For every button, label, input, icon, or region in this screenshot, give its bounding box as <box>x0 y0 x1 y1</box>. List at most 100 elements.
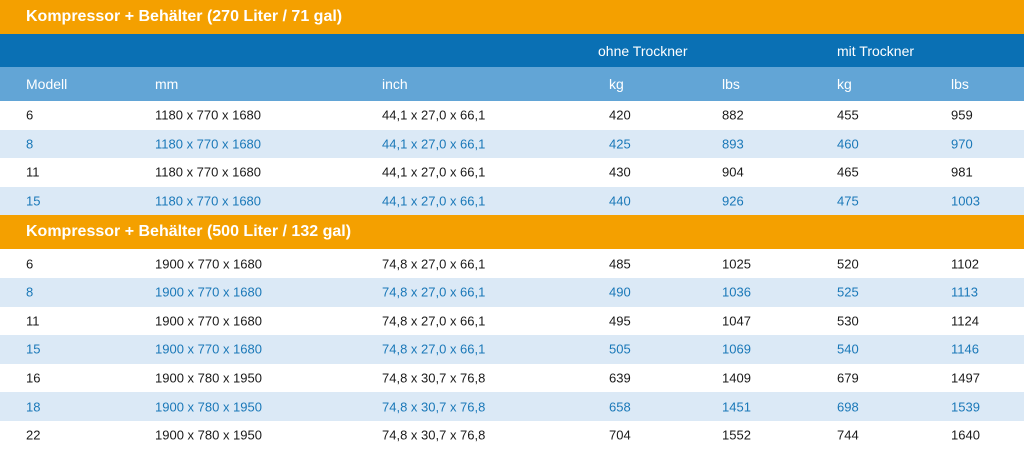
mm-cell: 1180 x 770 x 1680 <box>155 164 262 180</box>
table-row: 15 1900 x 770 x 1680 74,8 x 27,0 x 66,1 505… <box>0 335 1024 364</box>
inch-cell: 44,1 x 27,0 x 66,1 <box>382 164 486 180</box>
lbs-ohne-cell: 1552 <box>722 427 751 443</box>
inch-cell: 74,8 x 27,0 x 66,1 <box>382 313 486 329</box>
inch-cell: 74,8 x 27,0 x 66,1 <box>382 341 486 357</box>
section-270-rows: 6 1180 x 770 x 1680 44,1 x 27,0 x 66,1 420 8… <box>0 101 1024 216</box>
modell-cell: 18 <box>26 399 41 415</box>
mm-cell: 1900 x 770 x 1680 <box>155 284 262 300</box>
inch-cell: 74,8 x 30,7 x 76,8 <box>382 399 486 415</box>
kg-ohne-cell: 490 <box>609 284 631 300</box>
kg-ohne-cell: 420 <box>609 107 631 123</box>
inch-cell: 74,8 x 27,0 x 66,1 <box>382 256 486 272</box>
modell-cell: 6 <box>26 256 34 272</box>
kg-mit-cell: 475 <box>837 193 859 209</box>
kg-mit-cell: 455 <box>837 107 859 123</box>
kg-mit-cell: 525 <box>837 284 859 300</box>
modell-cell: 11 <box>26 313 40 329</box>
modell-cell: 22 <box>26 427 41 443</box>
column-header-kg-ohne: kg <box>609 76 624 92</box>
table-row: 11 1180 x 770 x 1680 44,1 x 27,0 x 66,1 430… <box>0 158 1024 187</box>
column-header-kg-mit: kg <box>837 76 852 92</box>
lbs-ohne-cell: 1036 <box>722 284 751 300</box>
table-row: 8 1900 x 770 x 1680 74,8 x 27,0 x 66,1 490 1… <box>0 277 1024 307</box>
mm-cell: 1900 x 770 x 1680 <box>155 341 262 357</box>
table-row: 11 1900 x 770 x 1680 74,8 x 27,0 x 66,1 495… <box>0 307 1024 336</box>
mm-cell: 1900 x 780 x 1950 <box>155 427 262 443</box>
lbs-mit-cell: 1497 <box>951 370 980 386</box>
lbs-mit-cell: 1124 <box>951 313 979 329</box>
inch-cell: 74,8 x 30,7 x 76,8 <box>382 427 486 443</box>
kg-ohne-cell: 658 <box>609 399 631 415</box>
modell-cell: 16 <box>26 370 41 386</box>
kg-ohne-cell: 430 <box>609 164 631 180</box>
column-header-lbs-ohne: lbs <box>722 76 740 92</box>
inch-cell: 44,1 x 27,0 x 66,1 <box>382 136 486 152</box>
lbs-mit-cell: 959 <box>951 107 973 123</box>
modell-cell: 8 <box>26 284 34 300</box>
lbs-ohne-cell: 1069 <box>722 341 751 357</box>
mm-cell: 1900 x 770 x 1680 <box>155 313 262 329</box>
section-title-500: Kompressor + Behälter (500 Liter / 132 g… <box>0 215 1024 250</box>
section-500-rows: 6 1900 x 770 x 1680 74,8 x 27,0 x 66,1 485 1… <box>0 249 1024 449</box>
kg-ohne-cell: 485 <box>609 256 631 272</box>
kg-ohne-cell: 639 <box>609 370 631 386</box>
inch-cell: 74,8 x 27,0 x 66,1 <box>382 284 486 300</box>
lbs-mit-cell: 1539 <box>951 399 980 415</box>
kg-ohne-cell: 704 <box>609 427 631 443</box>
lbs-mit-cell: 981 <box>951 164 973 180</box>
kg-ohne-cell: 505 <box>609 341 631 357</box>
mm-cell: 1180 x 770 x 1680 <box>155 193 262 209</box>
mm-cell: 1180 x 770 x 1680 <box>155 107 262 123</box>
kg-mit-cell: 520 <box>837 256 859 272</box>
lbs-ohne-cell: 1047 <box>722 313 751 329</box>
modell-cell: 8 <box>26 136 34 152</box>
table-row: 18 1900 x 780 x 1950 74,8 x 30,7 x 76,8 658… <box>0 392 1024 421</box>
table-row: 6 1180 x 770 x 1680 44,1 x 27,0 x 66,1 420 8… <box>0 101 1024 130</box>
kg-mit-cell: 540 <box>837 341 859 357</box>
mm-cell: 1180 x 770 x 1680 <box>155 136 262 152</box>
table-row: 22 1900 x 780 x 1950 74,8 x 30,7 x 76,8 704… <box>0 421 1024 450</box>
inch-cell: 44,1 x 27,0 x 66,1 <box>382 193 486 209</box>
modell-cell: 15 <box>26 193 41 209</box>
mm-cell: 1900 x 770 x 1680 <box>155 256 262 272</box>
kg-ohne-cell: 440 <box>609 193 631 209</box>
kg-mit-cell: 530 <box>837 313 859 329</box>
lbs-ohne-cell: 904 <box>722 164 744 180</box>
lbs-ohne-cell: 893 <box>722 136 744 152</box>
modell-cell: 15 <box>26 341 41 357</box>
group-header-row: ohne Trockner mit Trockner <box>0 34 1024 67</box>
table-row: 16 1900 x 780 x 1950 74,8 x 30,7 x 76,8 639… <box>0 364 1024 393</box>
kg-mit-cell: 465 <box>837 164 859 180</box>
kg-mit-cell: 460 <box>837 136 859 152</box>
mm-cell: 1900 x 780 x 1950 <box>155 370 262 386</box>
table-row: 6 1900 x 770 x 1680 74,8 x 27,0 x 66,1 485 1… <box>0 249 1024 278</box>
modell-cell: 6 <box>26 107 34 123</box>
mm-cell: 1900 x 780 x 1950 <box>155 399 262 415</box>
lbs-ohne-cell: 1451 <box>722 399 751 415</box>
column-header-mm: mm <box>155 76 179 92</box>
lbs-mit-cell: 970 <box>951 136 973 152</box>
kg-mit-cell: 679 <box>837 370 859 386</box>
kg-mit-cell: 698 <box>837 399 859 415</box>
section-title-270: Kompressor + Behälter (270 Liter / 71 ga… <box>0 0 1024 34</box>
group-header-ohne-trockner: ohne Trockner <box>598 43 688 59</box>
lbs-ohne-cell: 1025 <box>722 256 751 272</box>
lbs-ohne-cell: 926 <box>722 193 744 209</box>
lbs-mit-cell: 1640 <box>951 427 980 443</box>
lbs-ohne-cell: 882 <box>722 107 744 123</box>
modell-cell: 11 <box>26 164 40 180</box>
column-header-lbs-mit: lbs <box>951 76 969 92</box>
column-header-row: Modell mm inch kg lbs kg lbs <box>0 67 1024 101</box>
lbs-mit-cell: 1003 <box>951 193 980 209</box>
kg-mit-cell: 744 <box>837 427 859 443</box>
lbs-mit-cell: 1146 <box>951 341 979 357</box>
lbs-ohne-cell: 1409 <box>722 370 751 386</box>
group-header-mit-trockner: mit Trockner <box>837 43 915 59</box>
column-header-modell: Modell <box>26 76 68 92</box>
lbs-mit-cell: 1102 <box>951 256 979 272</box>
kg-ohne-cell: 425 <box>609 136 631 152</box>
inch-cell: 44,1 x 27,0 x 66,1 <box>382 107 486 123</box>
table-row: 8 1180 x 770 x 1680 44,1 x 27,0 x 66,1 425 8… <box>0 129 1024 159</box>
lbs-mit-cell: 1113 <box>951 284 978 300</box>
